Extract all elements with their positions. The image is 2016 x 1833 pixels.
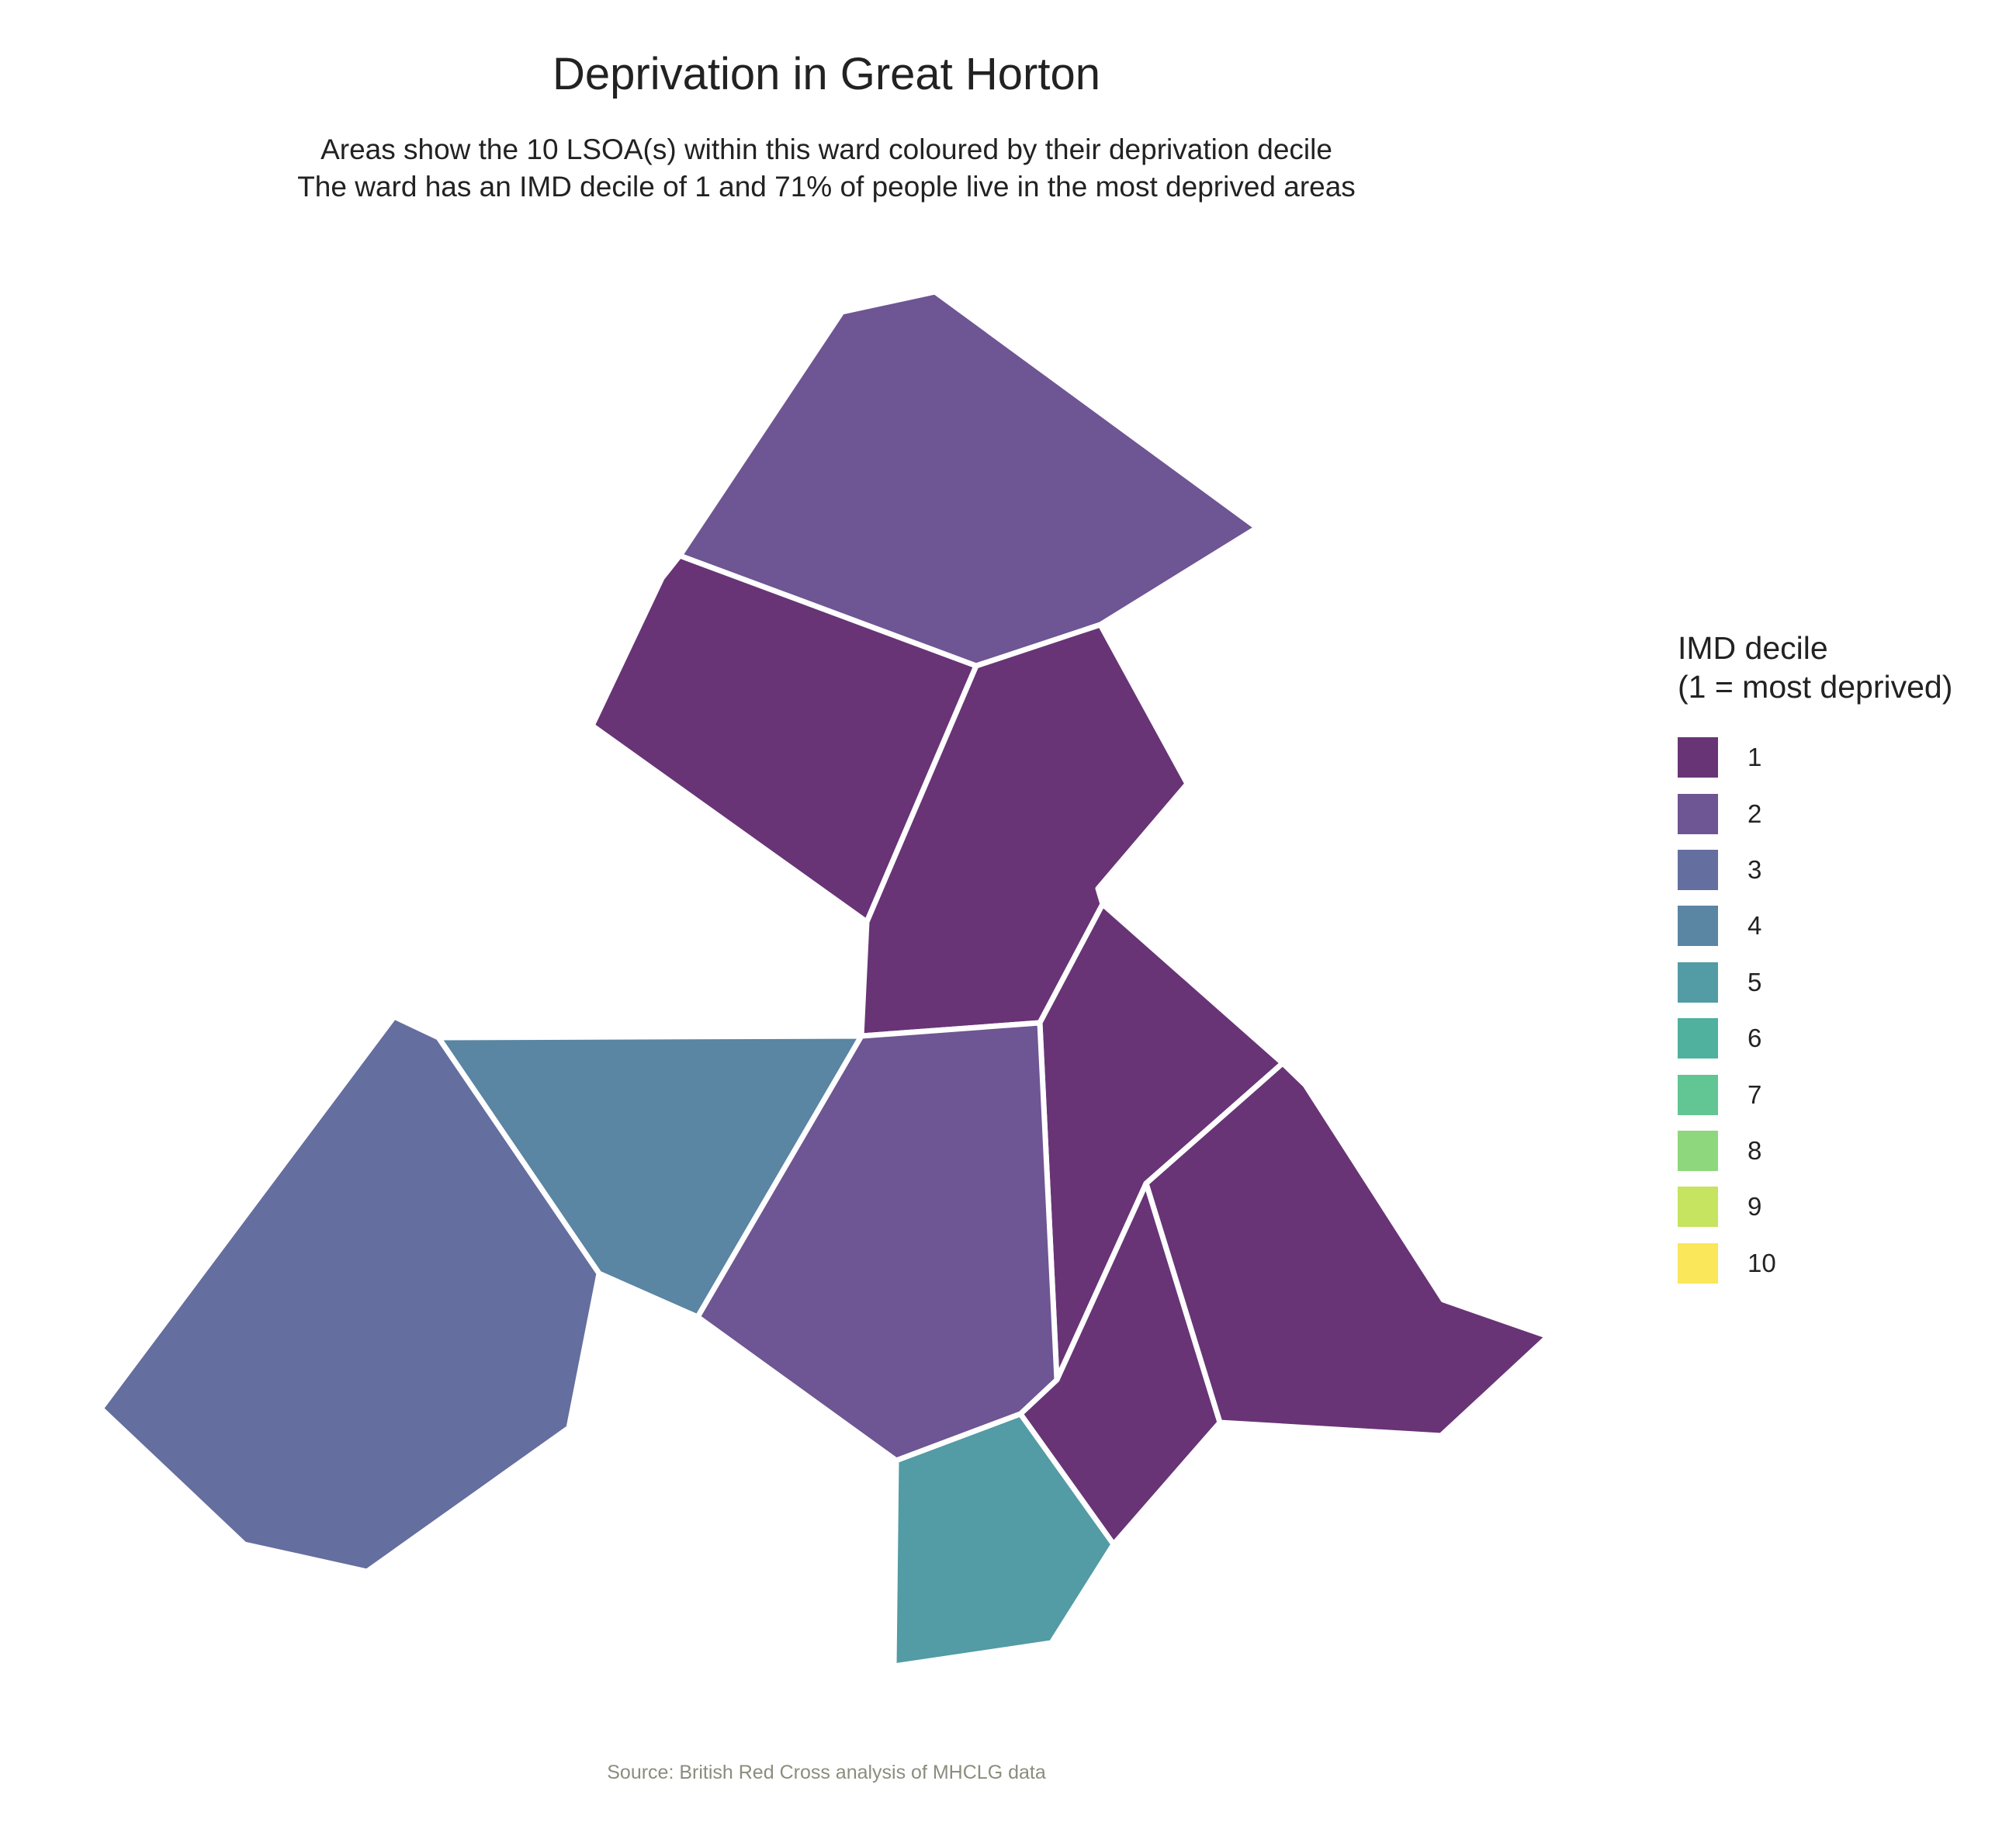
legend: IMD decile (1 = most deprived) 1 2 3 4 5… xyxy=(1678,629,1952,1291)
legend-swatch xyxy=(1678,1074,1718,1115)
legend-swatch xyxy=(1678,737,1718,778)
legend-label: 10 xyxy=(1748,1248,1776,1277)
lsoa-area-far-west xyxy=(98,1014,602,1575)
legend-label: 3 xyxy=(1748,855,1762,884)
legend-title: IMD decile (1 = most deprived) xyxy=(1678,629,1952,706)
legend-item: 10 xyxy=(1678,1235,1952,1291)
legend-item: 7 xyxy=(1678,1066,1952,1122)
legend-swatch xyxy=(1678,850,1718,890)
map-subtitle-line-1: Areas show the 10 LSOA(s) within this wa… xyxy=(320,133,1332,165)
legend-item: 1 xyxy=(1678,729,1952,785)
legend-item: 2 xyxy=(1678,785,1952,841)
legend-item: 6 xyxy=(1678,1010,1952,1066)
legend-label: 2 xyxy=(1748,799,1762,828)
legend-swatch xyxy=(1678,793,1718,834)
legend-swatch xyxy=(1678,1130,1718,1171)
legend-label: 7 xyxy=(1748,1079,1762,1109)
legend-label: 1 xyxy=(1748,743,1762,772)
legend-title-line-1: IMD decile xyxy=(1678,630,1828,666)
map-subtitle-line-2: The ward has an IMD decile of 1 and 71% … xyxy=(297,171,1356,203)
legend-item: 8 xyxy=(1678,1123,1952,1179)
lsoa-area-south xyxy=(891,1411,1117,1669)
legend-swatch xyxy=(1678,1242,1718,1284)
legend-label: 8 xyxy=(1748,1135,1762,1165)
legend-label: 4 xyxy=(1748,911,1762,941)
legend-swatch xyxy=(1678,962,1718,1003)
legend-label: 6 xyxy=(1748,1024,1762,1053)
legend-title-line-2: (1 = most deprived) xyxy=(1678,669,1953,705)
legend-swatch xyxy=(1678,906,1718,947)
legend-label: 9 xyxy=(1748,1192,1762,1221)
legend-swatch xyxy=(1678,1018,1718,1059)
legend-items: 1 2 3 4 5 6 7 8 xyxy=(1678,729,1952,1291)
legend-swatch xyxy=(1678,1187,1718,1228)
ward-map xyxy=(98,292,1548,1669)
source-caption: Source: British Red Cross analysis of MH… xyxy=(607,1762,1046,1783)
map-title: Deprivation in Great Horton xyxy=(552,49,1100,99)
legend-item: 4 xyxy=(1678,898,1952,954)
legend-item: 5 xyxy=(1678,955,1952,1010)
lsoa-area-north-west xyxy=(589,553,979,925)
legend-label: 5 xyxy=(1748,967,1762,996)
legend-item: 3 xyxy=(1678,842,1952,898)
legend-item: 9 xyxy=(1678,1179,1952,1235)
